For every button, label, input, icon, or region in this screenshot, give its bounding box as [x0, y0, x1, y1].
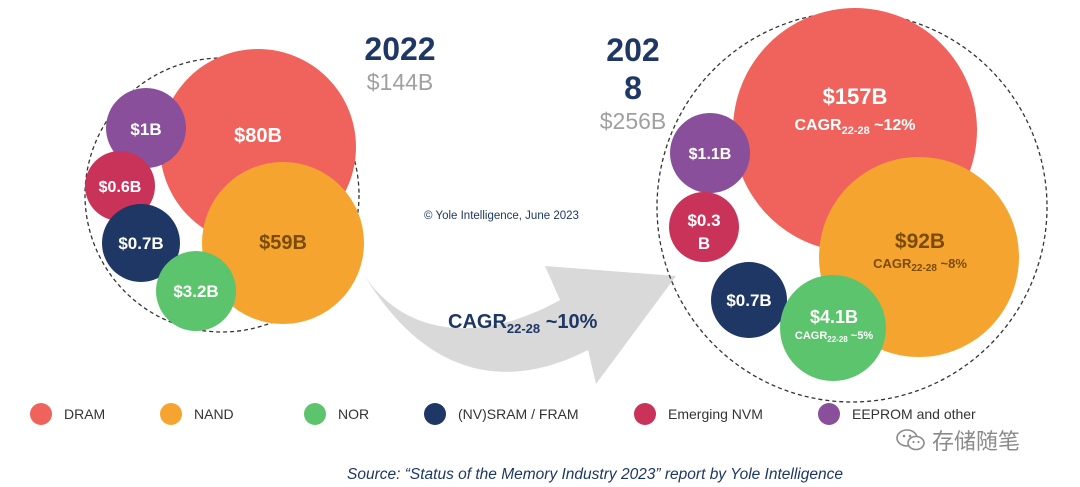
bubble-2022-eeprom-label: $1B: [130, 120, 161, 139]
legend-label: NAND: [194, 406, 234, 422]
legend-label: Emerging NVM: [668, 406, 763, 422]
bubble-2028-eeprom: [670, 113, 750, 193]
bubble-2028-nvm: [669, 192, 739, 262]
bubble-2022-nor: [156, 251, 236, 331]
growth-arrow: [360, 266, 676, 384]
bubble-2028-nor-cagr: CAGR22-28 ~5%: [795, 330, 873, 344]
bubble-2028-nvm-label-2: B: [698, 234, 710, 253]
legend-dot: [304, 403, 326, 425]
legend-label: EEPROM and other: [852, 406, 976, 422]
bubble-2022-nand-label: $59B: [259, 232, 307, 254]
bubble-2028-dram-label: $157B: [823, 84, 888, 109]
legend-label: (NV)SRAM / FRAM: [458, 406, 579, 422]
legend-dot: [424, 403, 446, 425]
bubble-2022-sram: [102, 204, 180, 282]
bubble-2028-nor: [780, 275, 886, 381]
bubble-2028-sram: [711, 262, 787, 338]
legend-label: NOR: [338, 406, 370, 422]
legend: DRAM NAND NOR (NV)SRAM / FRAM Emerging N…: [28, 400, 1028, 430]
copyright-note: © Yole Intelligence, June 2023: [424, 210, 579, 222]
legend-label: DRAM: [64, 406, 106, 422]
overall-cagr-label: CAGR22-28 ~10%: [448, 311, 598, 336]
source-caption: Source: “Status of the Memory Industry 2…: [347, 466, 843, 483]
bubble-2028-nor-label: $4.1B: [810, 307, 858, 327]
bubble-2028-dram-cagr: CAGR22-28 ~12%: [794, 117, 915, 137]
year-2028-line1: 202: [606, 32, 659, 68]
year-2028-line2: 8: [624, 70, 642, 106]
legend-item-eeprom: EEPROM and other: [818, 400, 976, 428]
legend-dot: [634, 403, 656, 425]
total-2028: $256B: [600, 108, 667, 134]
bubble-2028-nand-cagr: CAGR22-28 ~8%: [873, 256, 967, 274]
legend-item-nvm: Emerging NVM: [634, 400, 763, 428]
bubble-2022-nvm: [85, 151, 155, 221]
legend-item-nor: NOR: [304, 400, 369, 428]
legend-item-dram: DRAM: [30, 400, 105, 428]
legend-item-nand: NAND: [160, 400, 234, 428]
watermark: 存储随笔: [896, 425, 1020, 455]
bubble-2022-nvm-label: $0.6B: [99, 179, 142, 196]
bubble-2022-nor-label: $3.2B: [173, 282, 218, 301]
bubble-2022-dram-label: $80B: [234, 125, 282, 147]
watermark-text: 存储随笔: [932, 430, 1021, 455]
legend-dot: [160, 403, 182, 425]
bubble-2022-eeprom: [106, 88, 186, 168]
legend-item-sram: (NV)SRAM / FRAM: [424, 400, 579, 428]
wechat-icon: [896, 429, 925, 451]
legend-dot: [818, 403, 840, 425]
total-2022: $144B: [367, 69, 434, 95]
bubble-2028-nvm-label-1: $0.3: [687, 211, 720, 230]
bubble-2022-sram-label: $0.7B: [118, 234, 163, 253]
bubble-2022-nand: [202, 162, 364, 324]
year-2022: 2022: [364, 31, 435, 67]
legend-dot: [30, 403, 52, 425]
bubble-2028-nand-label: $92B: [895, 230, 945, 253]
bubble-2028-sram-label: $0.7B: [726, 291, 771, 310]
bubble-2028-eeprom-label: $1.1B: [689, 146, 732, 163]
